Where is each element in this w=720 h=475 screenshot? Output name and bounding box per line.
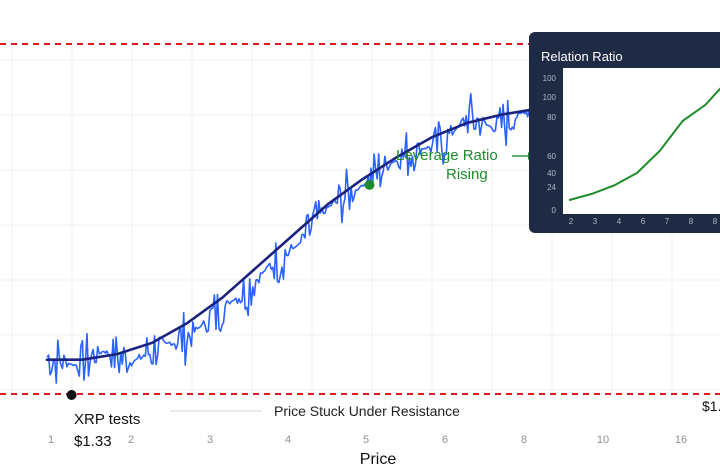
inset-y-tick: 40: [547, 169, 556, 178]
x-tick-label: 2: [128, 434, 134, 446]
x-tick-label: 5: [363, 434, 369, 446]
inset-x-tick: 8: [713, 217, 718, 226]
leverage-marker: [364, 179, 375, 190]
inset-y-tick: 80: [547, 113, 556, 122]
inset-y-tick: 100: [543, 93, 557, 102]
leverage-annotation-line2: Rising: [446, 166, 488, 183]
inset-title: Relation Ratio: [541, 49, 623, 64]
xrp-annotation-line2: $1.33: [74, 433, 112, 450]
inset-y-tick: 0: [552, 206, 557, 215]
resistance-note: Price Stuck Under Resistance: [274, 403, 460, 419]
inset-series: [568, 87, 720, 202]
x-tick-label: 6: [442, 434, 448, 446]
inset-x-tick: 3: [593, 217, 598, 226]
inset-x-tick: 4: [617, 217, 622, 226]
inset-x-tick: 6: [641, 217, 646, 226]
inset-y-ticks: 0 24 40 60 80 100 100: [543, 74, 557, 215]
inset-x-ticks: 2 3 4 6 7 8 8: [569, 217, 718, 226]
right-edge-price-label: $1.: [702, 398, 720, 414]
x-tick-label: 8: [521, 434, 527, 446]
x-axis-label: Price: [360, 451, 397, 468]
inset-x-tick: 8: [689, 217, 694, 226]
x-tick-label: 1: [48, 434, 54, 446]
xrp-annotation-line1: XRP tests: [74, 411, 140, 428]
x-axis: 1 2 3 4 5 6 8 10 16: [48, 434, 687, 446]
inset-chart: Relation Ratio 0 24 40 60 80 100 100 2 3 4 6 7 8 8: [529, 32, 720, 233]
x-tick-label: 3: [207, 434, 213, 446]
inset-plot-area: [563, 68, 720, 214]
markers: [66, 179, 375, 400]
inset-y-tick: 100: [543, 74, 557, 83]
x-tick-label: 4: [285, 434, 291, 446]
x-tick-label: 10: [597, 434, 609, 446]
leverage-annotation-line1: Leverage Ratio: [396, 147, 498, 164]
inset-y-tick: 24: [547, 183, 556, 192]
inset-ratio-line: [568, 87, 720, 202]
xrp-test-marker: [66, 390, 77, 400]
inset-x-tick: 2: [569, 217, 574, 226]
x-tick-label: 16: [675, 434, 687, 446]
inset-x-tick: 7: [665, 217, 670, 226]
inset-y-tick: 60: [547, 152, 556, 161]
